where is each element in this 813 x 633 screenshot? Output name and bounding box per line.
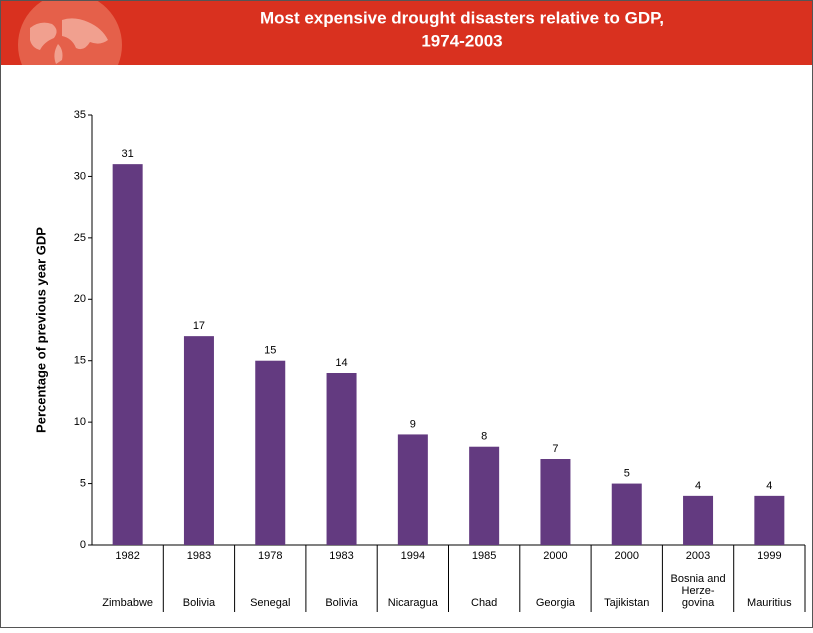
bar [540, 459, 571, 545]
country-label: Chad [471, 597, 497, 609]
y-tick-label: 10 [74, 416, 86, 428]
bar [469, 446, 500, 545]
y-tick-label: 5 [80, 477, 86, 489]
country-label: Tajikistan [604, 597, 649, 609]
bar [112, 164, 143, 545]
value-label: 7 [552, 443, 558, 455]
value-label: 8 [481, 431, 487, 443]
bar [326, 373, 357, 545]
x-tick-label: 2000 [615, 550, 639, 562]
y-tick-label: 15 [74, 355, 86, 367]
value-label: 5 [624, 467, 630, 479]
header-banner [1, 1, 812, 65]
country-label: Zimbabwe [102, 597, 153, 609]
country-label: Bosnia and [671, 573, 726, 585]
bar [397, 434, 428, 545]
country-label: Bolivia [325, 597, 358, 609]
value-label: 4 [766, 480, 772, 492]
chart-subtitle: 1974-2003 [421, 31, 502, 50]
x-tick-label: 1985 [472, 550, 496, 562]
x-tick-label: 2003 [686, 550, 710, 562]
x-tick-label: 1983 [329, 550, 353, 562]
y-tick-label: 35 [74, 109, 86, 121]
country-label: Bolivia [183, 597, 216, 609]
y-axis-label: Percentage of previous year GDP [33, 227, 48, 433]
y-tick-label: 20 [74, 293, 86, 305]
globe-icon [18, 1, 122, 65]
value-label: 17 [193, 320, 205, 332]
country-label: govina [682, 597, 715, 609]
value-label: 9 [410, 418, 416, 430]
value-label: 14 [335, 357, 347, 369]
x-tick-label: 1978 [258, 550, 282, 562]
bar [683, 495, 714, 545]
bar [611, 483, 642, 545]
value-label: 31 [122, 148, 134, 160]
bar [255, 360, 286, 545]
country-label: Herze- [682, 585, 715, 597]
country-label: Mauritius [747, 597, 792, 609]
bar [754, 495, 785, 545]
y-tick-label: 0 [80, 539, 86, 551]
y-tick-label: 30 [74, 170, 86, 182]
value-label: 15 [264, 345, 276, 357]
country-label: Nicaragua [388, 597, 439, 609]
y-tick-label: 25 [74, 232, 86, 244]
x-tick-label: 1999 [757, 550, 781, 562]
chart-title: Most expensive drought disasters relativ… [260, 8, 664, 27]
x-tick-label: 1982 [115, 550, 139, 562]
x-tick-label: 1994 [401, 550, 425, 562]
country-label: Senegal [250, 597, 290, 609]
country-label: Georgia [536, 597, 576, 609]
bar [183, 336, 214, 545]
value-label: 4 [695, 480, 701, 492]
x-tick-label: 2000 [543, 550, 567, 562]
x-tick-label: 1983 [187, 550, 211, 562]
